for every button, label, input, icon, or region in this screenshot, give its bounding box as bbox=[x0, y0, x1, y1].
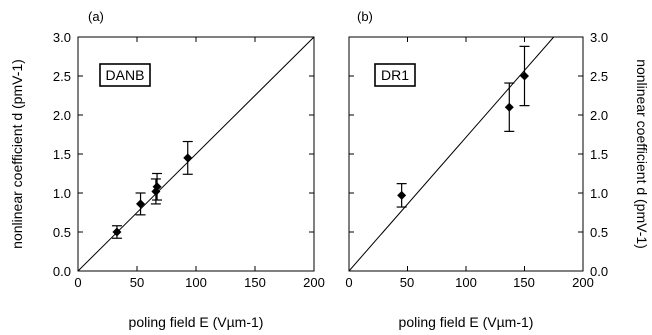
panel-b-xtick-0: 0 bbox=[345, 275, 352, 290]
panel-b-xtick-1: 50 bbox=[400, 275, 414, 290]
panel-a-xtick-1: 50 bbox=[130, 275, 144, 290]
panel-b-ytick-1: 0.5 bbox=[590, 225, 608, 240]
panel-b-ytick-2: 1.0 bbox=[590, 186, 608, 201]
panel-a-ylabel: nonlinear coefficient d (pmV-1) bbox=[9, 59, 25, 249]
panel-a-xtick-3: 150 bbox=[244, 275, 266, 290]
panel-b-annotation-text: DR1 bbox=[381, 67, 409, 83]
panel-b: (b) 0 50 100 150 200 0.0 0.5 1.0 1.5 2.0… bbox=[345, 9, 650, 330]
panel-a-xtick-0: 0 bbox=[74, 275, 81, 290]
panel-b-xlabel: poling field E (Vµm-1) bbox=[399, 314, 534, 330]
panel-b-annotation-box bbox=[374, 63, 416, 87]
panel-b-fit-line bbox=[348, 36, 555, 272]
panel-b-point-0 bbox=[397, 190, 407, 200]
panel-a-point-0 bbox=[112, 227, 122, 237]
panel-b-ylabel: nonlinear coefficient d (pmV-1) bbox=[634, 59, 650, 249]
panel-a-point-3 bbox=[152, 182, 162, 192]
panel-a-xtick-2: 100 bbox=[185, 275, 207, 290]
panel-a-xticks: 0 50 100 150 200 bbox=[74, 275, 324, 290]
panel-b-yticks: 0.0 0.5 1.0 1.5 2.0 2.5 3.0 bbox=[590, 30, 608, 279]
panel-b-xtick-4: 200 bbox=[572, 275, 594, 290]
panel-a-annotation: DANB bbox=[99, 63, 151, 87]
panel-b-ytick-6: 3.0 bbox=[590, 30, 608, 45]
panel-b-xtick-2: 100 bbox=[455, 275, 477, 290]
panel-b-ytick-0: 0.0 bbox=[590, 264, 608, 279]
panel-b-annotation: DR1 bbox=[374, 63, 416, 87]
panel-a-ytick-3: 1.5 bbox=[53, 147, 71, 162]
panel-a-label: (a) bbox=[88, 9, 104, 24]
panel-a-ytick-1: 0.5 bbox=[53, 225, 71, 240]
panel-a-ytick-0: 0.0 bbox=[53, 264, 71, 279]
panel-a-annotation-box bbox=[99, 63, 151, 87]
panel-a-xlabel: poling field E (Vµm-1) bbox=[129, 314, 264, 330]
panel-a-point-4 bbox=[183, 153, 193, 163]
panel-a-ytick-2: 1.0 bbox=[53, 186, 71, 201]
panel-b-xtick-3: 150 bbox=[513, 275, 535, 290]
panel-b-ytick-5: 2.5 bbox=[590, 69, 608, 84]
panel-b-point-1 bbox=[504, 102, 514, 112]
panel-a-ytick-6: 3.0 bbox=[53, 30, 71, 45]
panel-b-label: (b) bbox=[357, 9, 373, 24]
panel-a-point-1 bbox=[136, 199, 146, 209]
panel-a-ytick-4: 2.0 bbox=[53, 108, 71, 123]
panel-a-ytick-5: 2.5 bbox=[53, 69, 71, 84]
panel-a-xtick-4: 200 bbox=[303, 275, 325, 290]
panel-b-point-2 bbox=[520, 71, 529, 81]
panel-b-ytick-4: 2.0 bbox=[590, 108, 608, 123]
panel-a-annotation-text: DANB bbox=[106, 67, 145, 83]
panel-a-yticks: 0.0 0.5 1.0 1.5 2.0 2.5 3.0 bbox=[53, 30, 71, 279]
panel-b-xticks: 0 50 100 150 200 bbox=[345, 275, 593, 290]
panel-a: (a) 0 50 100 150 200 0.0 0.5 1.0 1.5 2.0… bbox=[9, 9, 325, 330]
panel-b-ytick-3: 1.5 bbox=[590, 147, 608, 162]
